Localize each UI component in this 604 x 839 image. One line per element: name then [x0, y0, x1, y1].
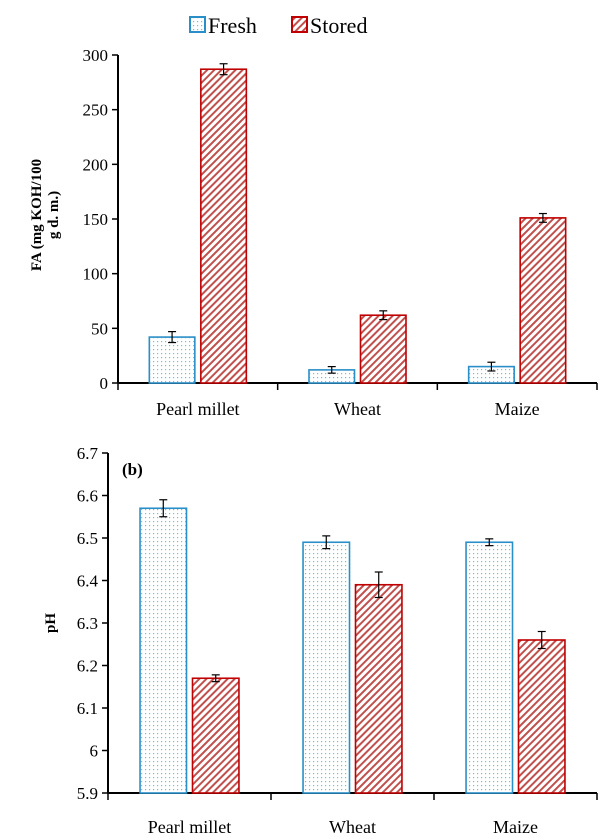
- legend-label-fresh: Fresh: [208, 13, 257, 38]
- y-tick-label-fa: 50: [91, 319, 108, 338]
- chart-panel-ph: 5.9 6 6.1 6.2 6.3 6.4 6.5 6.6 6.7 Pearl millet Whe…: [43, 444, 598, 837]
- y-tick-label-ph: 6.2: [77, 657, 98, 676]
- y-tick-label-ph: 6.5: [77, 529, 98, 548]
- bar-ph-fresh-wheat: [302, 541, 351, 794]
- y-tick-label-ph: 6.4: [77, 572, 99, 591]
- error-bar: [322, 535, 331, 550]
- error-bar: [159, 499, 168, 518]
- error-bar: [538, 212, 547, 223]
- y-tick-label-ph: 6.1: [77, 699, 98, 718]
- error-bar: [327, 366, 336, 374]
- bar-fa-stored-maize: [519, 217, 567, 384]
- error-bar: [219, 63, 228, 76]
- error-bar: [487, 361, 496, 372]
- bar-ph-stored-wheat: [354, 583, 403, 794]
- error-bar: [211, 674, 220, 683]
- legend-item-stored: Stored: [291, 13, 367, 38]
- y-tick-label-fa: 300: [83, 46, 109, 65]
- y-tick-label-fa: 100: [83, 265, 109, 284]
- error-bar: [379, 310, 388, 321]
- bar-ph-fresh-pearl-millet: [139, 507, 188, 794]
- y-tick-label-fa: 250: [83, 101, 109, 120]
- y-tick-label-fa: 150: [83, 210, 109, 229]
- chart-panel-fa: 0 50 100 150 200 250 300 Pearl millet Wheat Maize…: [29, 46, 598, 419]
- y-tick-label-fa: 0: [100, 374, 109, 393]
- panel-label: (b): [122, 460, 143, 479]
- x-tick-label-ph: Pearl millet: [148, 817, 231, 837]
- y-tick-label-ph: 6.6: [77, 487, 98, 506]
- y-axis-title-fa: FA (mg KOH/100g d. m.): [29, 159, 62, 271]
- bar-fa-fresh-pearl-millet: [148, 336, 196, 384]
- x-tick-label-fa: Wheat: [334, 399, 381, 419]
- x-tick-label-ph: Wheat: [329, 817, 376, 837]
- y-tick-label-ph: 6.3: [77, 614, 98, 633]
- bar-ph-stored-pearl-millet: [191, 677, 240, 794]
- bar-fa-stored-pearl-millet: [200, 68, 248, 384]
- x-tick-label-fa: Maize: [495, 399, 540, 419]
- error-bar: [168, 331, 177, 344]
- x-tick-label-ph: Maize: [493, 817, 538, 837]
- bar-fa-stored-wheat: [359, 314, 407, 384]
- bar-ph-fresh-maize: [465, 541, 514, 794]
- legend-label-stored: Stored: [310, 13, 367, 38]
- y-axis-title-ph: pH: [43, 613, 59, 633]
- legend-swatch-fresh: [189, 16, 206, 33]
- legend: Fresh Stored: [189, 13, 367, 38]
- legend-swatch-stored: [291, 16, 308, 33]
- error-bar: [537, 630, 546, 650]
- error-bar: [374, 571, 383, 599]
- legend-item-fresh: Fresh: [189, 13, 257, 38]
- x-tick-label-fa: Pearl millet: [156, 399, 239, 419]
- bar-ph-stored-maize: [517, 639, 566, 794]
- y-tick-label-ph: 6.7: [77, 444, 99, 463]
- y-tick-label-fa: 200: [83, 155, 109, 174]
- y-tick-label-ph: 6: [90, 742, 99, 761]
- y-tick-label-ph: 5.9: [77, 784, 98, 803]
- error-bar: [485, 538, 494, 547]
